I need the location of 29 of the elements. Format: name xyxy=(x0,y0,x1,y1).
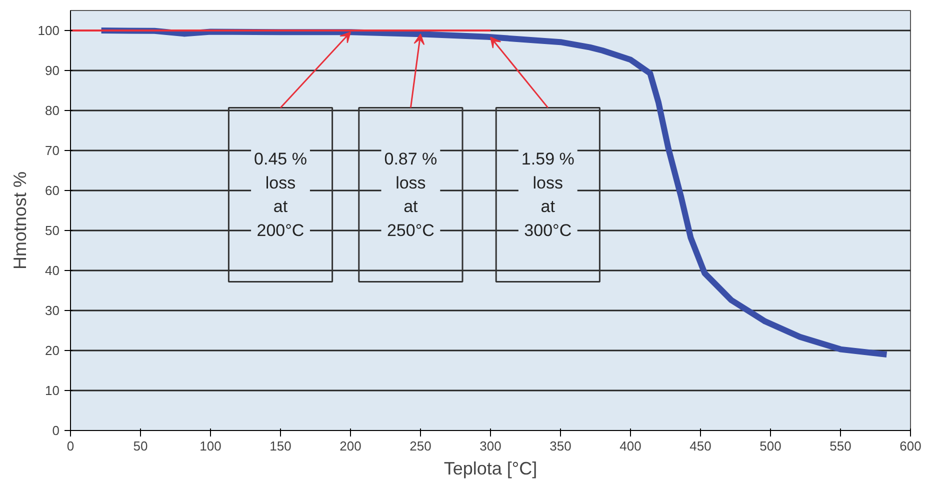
y-axis-title: Hmotnost % xyxy=(10,171,30,270)
y-tick-label: 30 xyxy=(45,303,60,318)
y-tick-label: 90 xyxy=(45,63,60,78)
y-tick-label: 0 xyxy=(52,423,60,438)
y-tick-label: 10 xyxy=(45,383,60,398)
x-tick-label: 300 xyxy=(480,438,502,454)
x-tick-label: 600 xyxy=(900,438,922,454)
annotation: 0.45 % loss at 200°C xyxy=(254,150,307,240)
y-tick-label: 80 xyxy=(45,103,60,118)
y-tick-label: 50 xyxy=(45,223,60,238)
y-tick-label: 40 xyxy=(45,263,60,278)
x-tick-label: 200 xyxy=(340,438,362,454)
x-tick-label: 50 xyxy=(133,438,148,454)
x-tick-label: 150 xyxy=(270,438,292,454)
x-axis-title: Teplota [°C] xyxy=(444,458,538,478)
x-tick-label: 500 xyxy=(760,438,782,454)
x-tick-label: 400 xyxy=(620,438,642,454)
x-tick-label: 450 xyxy=(690,438,712,454)
x-tick-label: 250 xyxy=(410,438,432,454)
y-tick-label: 70 xyxy=(45,143,60,158)
y-tick-label: 20 xyxy=(45,343,60,358)
y-tick-label: 60 xyxy=(45,183,60,198)
annotation: 0.87 % loss at 250°C xyxy=(384,150,438,240)
x-tick-label: 550 xyxy=(830,438,852,454)
x-tick-label: 0 xyxy=(66,438,74,454)
annotation: 1.59 % loss at 300°C xyxy=(521,150,574,240)
x-tick-label: 100 xyxy=(200,438,222,454)
y-tick-label: 100 xyxy=(38,23,60,38)
x-tick-label: 350 xyxy=(550,438,572,454)
